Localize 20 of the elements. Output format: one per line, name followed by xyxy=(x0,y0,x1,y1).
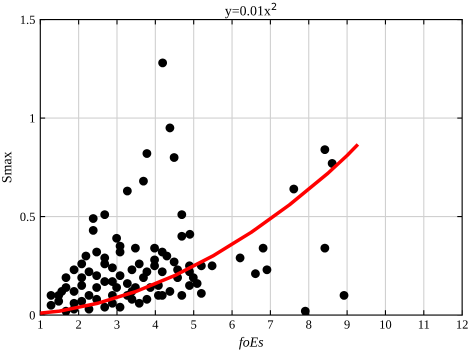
x-tick-label: 8 xyxy=(306,320,312,329)
x-tick-label: 11 xyxy=(418,320,430,329)
y-tick-label: 1 xyxy=(30,114,35,122)
x-tick-label: 4 xyxy=(152,320,158,329)
x-tick-label: 3 xyxy=(114,320,120,329)
x-tick-label: 2 xyxy=(76,320,82,329)
y-axis-title: Smax xyxy=(2,152,12,182)
x-axis-title: foEs xyxy=(239,336,264,350)
x-tick-label: 6 xyxy=(229,320,235,329)
x-tick-label: 12 xyxy=(457,320,468,329)
x-tick-label: 1 xyxy=(38,320,43,329)
x-tick-label: 10 xyxy=(380,320,392,329)
y-tick-label: 0 xyxy=(30,311,35,320)
x-tick-label: 5 xyxy=(191,320,196,329)
x-tick-label: 9 xyxy=(344,320,350,329)
y-tick-label: 0.5 xyxy=(20,212,35,222)
x-tick-label: 7 xyxy=(268,320,274,329)
line-series xyxy=(40,144,358,315)
chart-title: y=0.01x$^{2}$ xyxy=(225,2,276,18)
y-tick-label: 1.5 xyxy=(20,16,35,24)
